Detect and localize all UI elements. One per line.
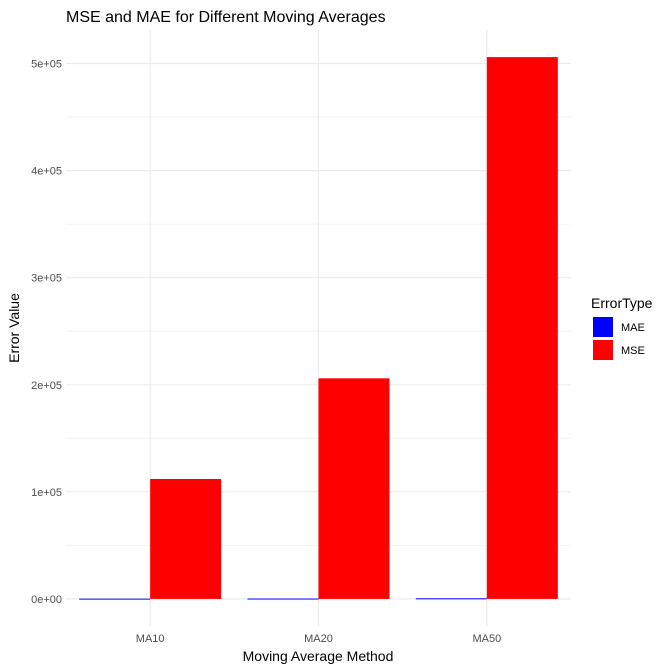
x-tick-label: MA20 — [304, 633, 333, 645]
chart-title: MSE and MAE for Different Moving Average… — [66, 9, 386, 26]
x-tick-label: MA50 — [472, 633, 501, 645]
bar-mse-ma10 — [150, 478, 222, 599]
y-tick-label: 3e+05 — [31, 273, 62, 285]
y-axis-ticks: 0e+00 1e+05 2e+05 3e+05 4e+05 5e+05 — [31, 59, 62, 606]
legend-label-mae: MAE — [621, 322, 645, 334]
bar-mae-ma50 — [415, 598, 487, 600]
bar-mse-ma20 — [318, 378, 390, 599]
bars — [79, 57, 558, 600]
legend-key-mse — [593, 340, 613, 360]
y-tick-label: 0e+00 — [31, 594, 62, 606]
legend-key-mae — [593, 317, 613, 337]
x-tick-label: MA10 — [136, 633, 165, 645]
x-axis-title: Moving Average Method — [243, 648, 394, 664]
legend-label-mse: MSE — [621, 345, 645, 357]
y-tick-label: 5e+05 — [31, 59, 62, 71]
legend-title: ErrorType — [591, 295, 653, 311]
y-axis-title: Error Value — [6, 293, 22, 363]
legend: ErrorType MAE MSE — [591, 295, 653, 360]
x-axis-ticks: MA10 MA20 MA50 — [136, 633, 501, 645]
y-tick-label: 2e+05 — [31, 380, 62, 392]
y-tick-label: 1e+05 — [31, 487, 62, 499]
bar-mae-ma20 — [247, 598, 319, 600]
bar-mse-ma50 — [486, 57, 558, 599]
bar-mae-ma10 — [79, 598, 151, 600]
y-tick-label: 4e+05 — [31, 166, 62, 178]
